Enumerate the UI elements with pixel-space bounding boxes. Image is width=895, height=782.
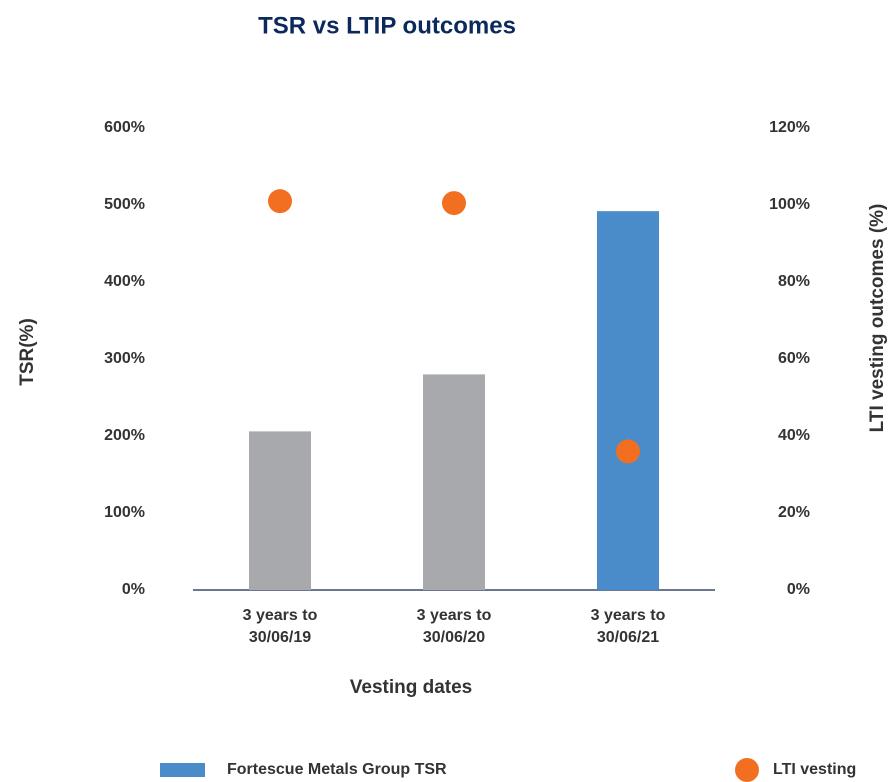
y-tick-label: 300% (104, 350, 145, 367)
legend-swatch (735, 758, 759, 782)
scatter-point (616, 439, 640, 464)
bar (597, 211, 659, 590)
scatter-point (442, 191, 466, 216)
x-tick-label: 3 years to 30/06/21 (591, 607, 666, 646)
legend-label: Fortescue Metals Group TSR (227, 761, 447, 778)
x-tick-label: 3 years to 30/06/20 (417, 607, 492, 646)
bar (249, 431, 311, 590)
y-axis-title: TSR(%) (17, 318, 38, 386)
y-tick-label: 500% (104, 196, 145, 213)
y-tick-label: 600% (104, 119, 145, 136)
y2-tick-label: 120% (769, 119, 810, 136)
y2-tick-label: 0% (787, 581, 810, 598)
x-axis-title: Vesting dates (350, 677, 473, 698)
chart-title: TSR vs LTIP outcomes (258, 12, 516, 39)
bar (423, 374, 485, 590)
y2-tick-label: 40% (778, 427, 810, 444)
legend-label: LTI vesting (773, 761, 856, 778)
x-tick-line: 3 years to (243, 607, 318, 624)
y2-axis-title: LTI vesting outcomes (%) (867, 204, 888, 433)
y-tick-label: 400% (104, 273, 145, 290)
x-tick-label: 3 years to 30/06/19 (243, 607, 318, 646)
x-tick-line: 30/06/20 (423, 629, 485, 646)
x-tick-line: 3 years to (417, 607, 492, 624)
y2-tick-label: 100% (769, 196, 810, 213)
scatter-point (268, 189, 292, 214)
y-tick-label: 100% (104, 504, 145, 521)
y2-tick-label: 60% (778, 350, 810, 367)
y-tick-label: 200% (104, 427, 145, 444)
y-tick-label: 0% (122, 581, 145, 598)
y2-tick-label: 20% (778, 504, 810, 521)
x-tick-line: 3 years to (591, 607, 666, 624)
legend-swatch (160, 763, 205, 777)
x-tick-line: 30/06/21 (597, 629, 659, 646)
x-tick-line: 30/06/19 (249, 629, 311, 646)
y2-tick-label: 80% (778, 273, 810, 290)
